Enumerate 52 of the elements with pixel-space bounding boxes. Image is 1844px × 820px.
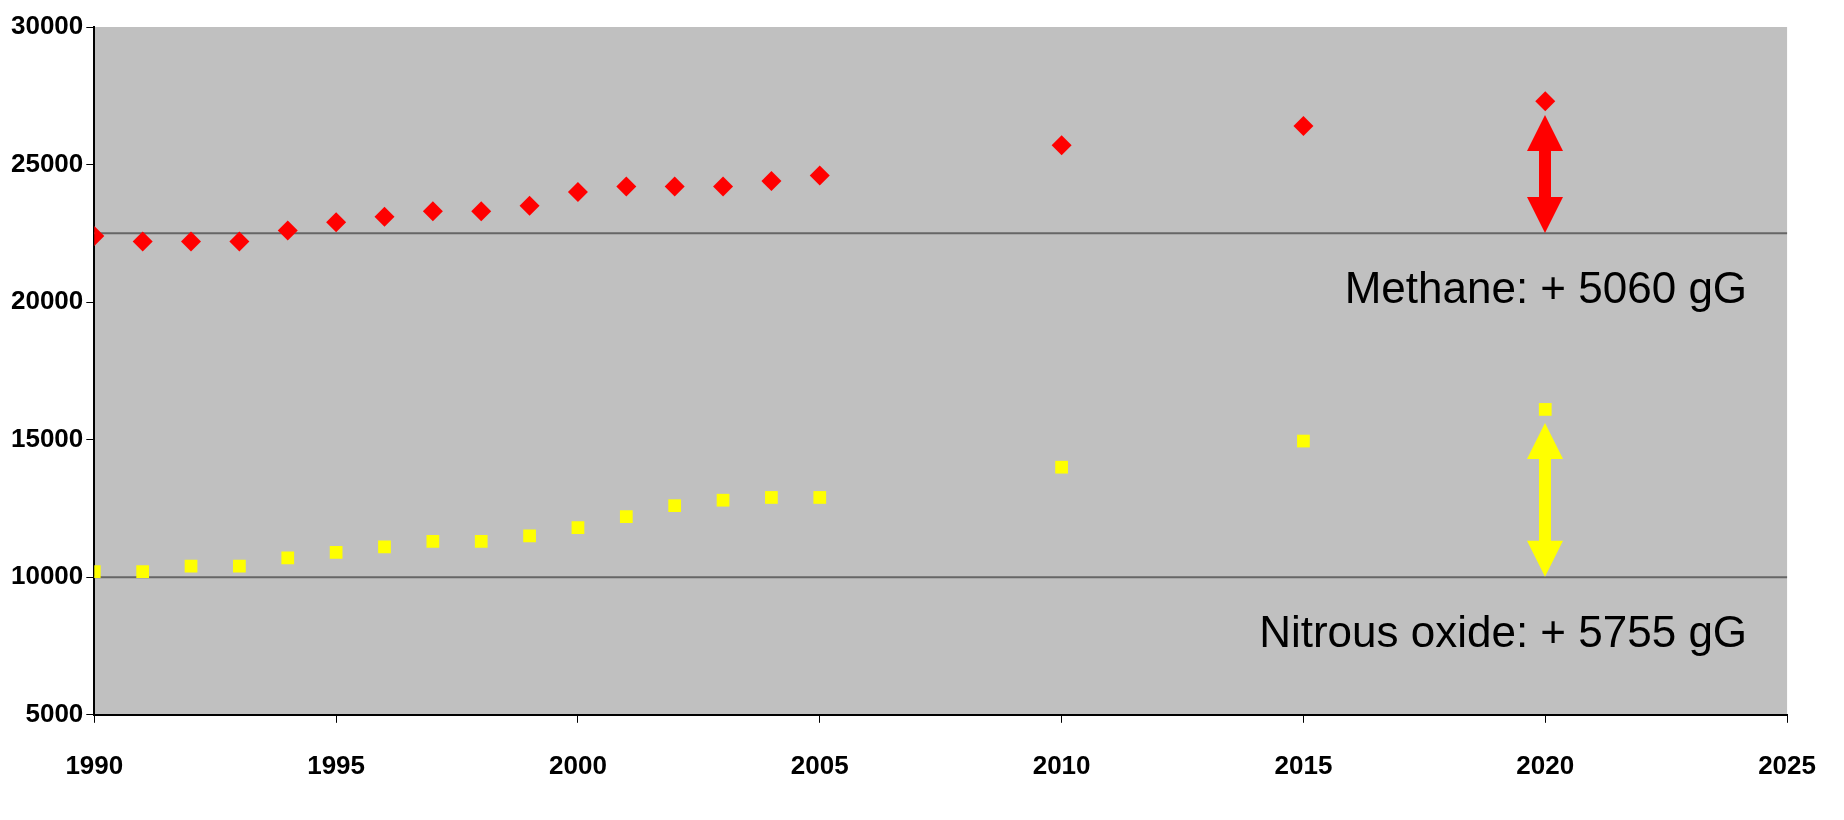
y-tick-label: 10000 (10, 560, 84, 591)
point (136, 565, 150, 579)
point (374, 206, 395, 227)
point (329, 546, 343, 559)
y-tick-label: 30000 (10, 10, 84, 41)
x-tick-label: 2000 (549, 749, 607, 780)
point (229, 231, 250, 252)
point (523, 529, 536, 543)
point (619, 510, 633, 524)
point (813, 491, 827, 504)
point (668, 499, 682, 513)
point (716, 493, 730, 507)
point (809, 165, 830, 186)
annotation: Methane: + 5060 gG (1344, 263, 1748, 313)
point (184, 559, 198, 573)
x-tick-label: 1990 (65, 749, 124, 780)
point (765, 491, 778, 504)
point (474, 535, 488, 548)
point (422, 201, 443, 222)
point (1293, 116, 1314, 137)
y-tick-label: 5000 (25, 697, 84, 728)
x-tick-label: 2005 (790, 749, 849, 780)
x-tick-label: 2020 (1516, 749, 1575, 780)
y-tick-label: 25000 (10, 147, 84, 178)
annotation: Nitrous oxide: + 5755 gG (1259, 607, 1748, 657)
y-tick-label: 15000 (10, 422, 84, 453)
x-tick-label: 2025 (1758, 749, 1816, 780)
x-tick-label: 1995 (307, 749, 366, 780)
point (132, 231, 153, 252)
point (1538, 403, 1552, 416)
point (471, 201, 492, 222)
point (1055, 460, 1068, 474)
point (713, 176, 734, 197)
point (326, 212, 347, 233)
point (378, 540, 391, 554)
point (571, 521, 585, 535)
point (1051, 135, 1072, 156)
point (761, 171, 782, 192)
point (281, 551, 295, 565)
point (1297, 434, 1310, 448)
point (426, 535, 440, 548)
point (277, 220, 298, 241)
y-tick-label: 20000 (10, 285, 84, 316)
point (1535, 91, 1556, 112)
x-tick-label: 2010 (1032, 749, 1091, 780)
point (233, 559, 246, 573)
point (181, 231, 202, 252)
point (567, 182, 588, 203)
point (664, 176, 685, 197)
point (616, 176, 637, 197)
x-tick-label: 2015 (1274, 749, 1333, 780)
point (519, 195, 540, 216)
